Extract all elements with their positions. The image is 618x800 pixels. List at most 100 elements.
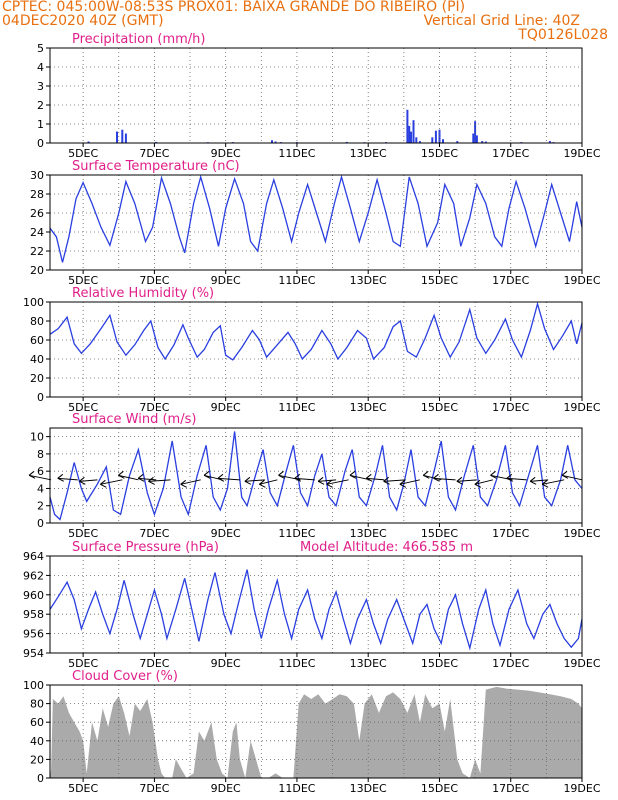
y-tick-label: 80 xyxy=(30,315,44,328)
x-tick-label: 9DEC xyxy=(211,782,241,795)
wind-arrow-head xyxy=(490,470,496,476)
wind-arrow-head xyxy=(100,483,107,488)
x-tick-label: 7DEC xyxy=(139,657,169,670)
wind-arrow-head xyxy=(326,479,332,485)
panel-title: Precipitation (mm/h) xyxy=(72,32,205,47)
x-tick-label: 5DEC xyxy=(68,147,98,160)
wind-arrow xyxy=(180,479,201,485)
x-tick-label: 13DEC xyxy=(350,401,387,414)
x-tick-label: 13DEC xyxy=(350,527,387,540)
y-tick-label: 4 xyxy=(37,61,44,74)
x-tick-label: 5DEC xyxy=(68,527,98,540)
y-tick-label: 100 xyxy=(23,679,44,692)
y-tick-label: 24 xyxy=(30,226,44,239)
wind-arrow-head xyxy=(399,483,407,488)
x-tick-label: 13DEC xyxy=(350,782,387,795)
wind-arrow-head xyxy=(423,474,430,479)
header: CPTEC: 045:00W-08:53S PROX01: BAIXA GRAN… xyxy=(0,0,618,48)
wind-arrow-head xyxy=(148,480,155,485)
wind-arrow xyxy=(474,479,494,485)
wind-arrow-head xyxy=(259,479,265,485)
y-tick-label: 20 xyxy=(30,264,44,277)
series-line xyxy=(49,569,583,651)
x-tick-label: 5DEC xyxy=(68,782,98,795)
precip-bar xyxy=(548,141,551,143)
wind-arrow-head xyxy=(433,477,440,482)
x-tick-label: 11DEC xyxy=(278,274,315,287)
wind-arrow-head xyxy=(456,476,463,482)
x-tick-label: 9DEC xyxy=(211,147,241,160)
precip-bar xyxy=(415,137,418,143)
series-line xyxy=(49,174,583,263)
x-tick-label: 19DEC xyxy=(563,657,600,670)
wind-arrow-head xyxy=(203,470,210,476)
wind-arrow xyxy=(259,479,278,485)
wind-arrow-head xyxy=(506,477,513,482)
wind-arrow xyxy=(542,479,565,485)
wind-arrow xyxy=(244,479,265,482)
y-tick-label: 8 xyxy=(37,448,44,461)
wind-arrow-head xyxy=(79,480,86,485)
y-tick-label: 40 xyxy=(30,735,44,748)
y-tick-label: 28 xyxy=(30,188,44,201)
wind-arrow-head xyxy=(100,479,106,485)
wind-arrow-head xyxy=(137,473,144,479)
panel-frame xyxy=(49,174,583,271)
header-date-line: 04DEC2020 40Z (GMT) xyxy=(2,13,164,29)
y-tick-label: 20 xyxy=(30,753,44,766)
wind-arrow xyxy=(506,477,527,481)
y-tick-label: 20 xyxy=(30,372,44,385)
wind-arrow-head xyxy=(28,474,36,479)
panel-title: Surface Pressure (hPa) xyxy=(72,540,219,555)
wind-arrow-head xyxy=(278,470,284,476)
wind-arrow-head xyxy=(79,476,85,482)
wind-arrow-head xyxy=(561,474,569,479)
y-tick-label: 2 xyxy=(37,99,44,112)
wind-arrow xyxy=(57,477,78,481)
panel-5: 954 956 958 960 962 964 5DEC 7DEC 9DEC 11DEC 13DEC… xyxy=(23,540,601,670)
cloud-cover-area xyxy=(50,686,582,778)
precip-bar xyxy=(87,141,90,143)
wind-arrow-head xyxy=(244,480,252,485)
panel-title: Surface Temperature (nC) xyxy=(72,159,240,174)
x-tick-label: 15DEC xyxy=(421,147,458,160)
x-tick-label: 15DEC xyxy=(421,782,458,795)
y-tick-label: 22 xyxy=(30,245,44,258)
x-tick-label: 15DEC xyxy=(421,527,458,540)
x-tick-label: 11DEC xyxy=(278,401,315,414)
y-tick-label: 0 xyxy=(37,137,44,150)
wind-arrow-head xyxy=(317,476,324,482)
x-tick-label: 19DEC xyxy=(563,147,600,160)
wind-arrow-head xyxy=(28,470,35,476)
x-tick-label: 17DEC xyxy=(492,401,529,414)
wind-arrow xyxy=(383,479,406,482)
x-tick-label: 7DEC xyxy=(139,147,169,160)
wind-arrow-head xyxy=(366,477,373,482)
x-tick-label: 5DEC xyxy=(68,274,98,287)
precip-bar xyxy=(431,137,434,143)
wind-arrow-head xyxy=(294,477,301,482)
y-tick-label: 6 xyxy=(37,465,44,478)
y-tick-label: 100 xyxy=(23,296,44,309)
wind-arrow-head xyxy=(180,479,187,485)
y-tick-label: 60 xyxy=(30,334,44,347)
wind-arrow-head xyxy=(259,483,266,488)
wind-arrow xyxy=(148,479,171,482)
x-tick-label: 7DEC xyxy=(139,527,169,540)
x-tick-label: 11DEC xyxy=(278,657,315,670)
y-tick-label: 960 xyxy=(23,589,44,602)
wind-arrow-head xyxy=(506,473,513,479)
precip-bar xyxy=(408,125,411,143)
wind-arrow-head xyxy=(383,476,389,482)
wind-arrow-head xyxy=(541,479,548,485)
x-tick-label: 17DEC xyxy=(492,527,529,540)
precip-bar xyxy=(274,141,277,143)
wind-arrow-head xyxy=(326,483,333,488)
y-tick-label: 10 xyxy=(30,431,44,444)
y-tick-label: 30 xyxy=(30,169,44,182)
precip-bar xyxy=(121,129,124,143)
precip-bar xyxy=(456,141,459,143)
wind-arrow xyxy=(118,474,139,481)
panel-1: 0 1 2 3 4 5 5DEC 7DEC 9DEC 11DEC 13DEC 15DEC 17DEC 19… xyxy=(37,32,601,160)
